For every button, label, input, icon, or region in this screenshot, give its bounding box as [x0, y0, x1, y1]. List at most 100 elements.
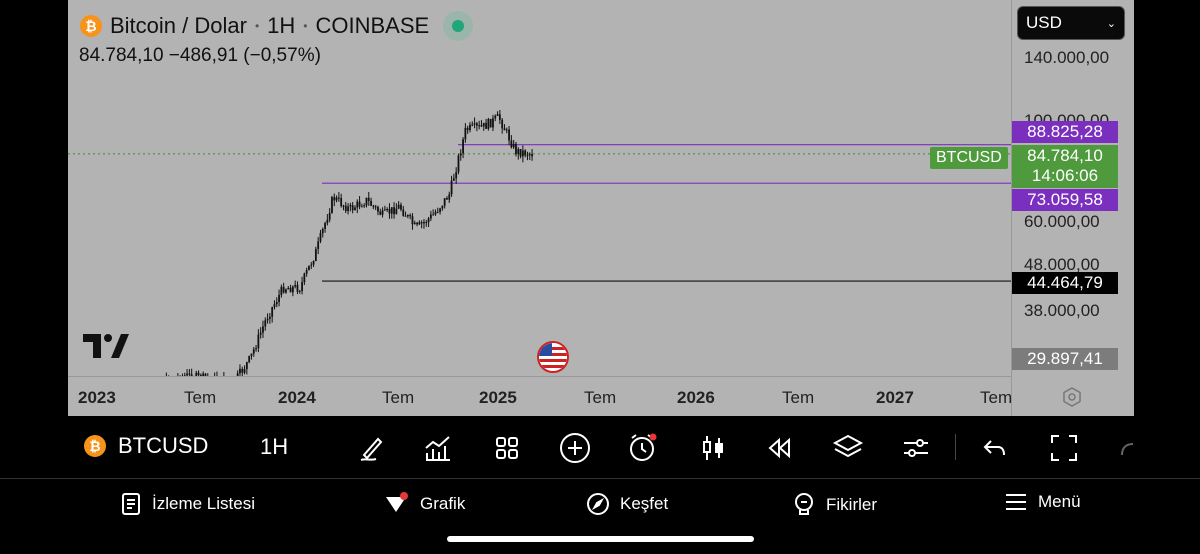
candle-body [268, 316, 271, 319]
candle-body [197, 372, 200, 376]
candle-body [273, 304, 276, 308]
current-price: 84.784,10 [1027, 146, 1103, 165]
candle-body [498, 114, 501, 120]
candle-body [439, 208, 441, 212]
candle-body [517, 149, 520, 155]
add-plus-icon[interactable] [558, 431, 592, 465]
candle-body [326, 219, 329, 224]
us-flag-icon[interactable] [537, 341, 569, 373]
nav-ideas[interactable]: Fikirler [792, 492, 877, 518]
candle-body [475, 123, 478, 126]
market-status-icon[interactable] [443, 11, 474, 41]
candle-body [455, 171, 458, 179]
partial-icon [1121, 443, 1134, 456]
candle-body [255, 348, 257, 350]
time-axis-label: 2025 [479, 388, 517, 407]
current-price-tag: 84.784,10 14:06:06 [1012, 145, 1118, 188]
chart-area[interactable]: ₿ Bitcoin / Dolar • 1H • COINBASE 84.784… [68, 0, 1134, 416]
candle-body [282, 286, 285, 293]
candlestick-plot[interactable] [68, 0, 1011, 376]
toolbar-divider [955, 434, 956, 460]
nav-chart[interactable]: Grafik [382, 492, 465, 516]
undo-icon[interactable] [978, 431, 1012, 465]
nav-watchlist[interactable]: İzleme Listesi [120, 492, 255, 516]
candle-body [285, 289, 287, 293]
candle-body [372, 205, 375, 207]
candle-body [492, 118, 494, 128]
upper-line-price-tag[interactable]: 88.825,28 [1012, 121, 1118, 143]
candle-body [321, 228, 324, 234]
price-axis-label: 38.000,00 [1024, 301, 1100, 320]
indicators-icon[interactable] [421, 431, 455, 465]
candle-body [503, 128, 506, 131]
alert-clock-icon[interactable] [626, 431, 660, 465]
time-axis-label: Tem [184, 388, 217, 407]
candle-body [188, 373, 191, 375]
candle-body [519, 149, 522, 157]
separator-dot: • [254, 19, 260, 33]
candle-body [397, 204, 400, 209]
candle-body [413, 222, 416, 225]
candle-body [448, 194, 451, 200]
lower-line-price-tag[interactable]: 73.059,58 [1012, 189, 1118, 211]
candle-body [480, 125, 483, 127]
nav-menu[interactable]: Menü [1004, 492, 1081, 512]
candle-body [466, 127, 469, 131]
price-axis-label: 60.000,00 [1024, 212, 1100, 231]
candle-body [462, 139, 464, 154]
candle-body [377, 206, 379, 212]
support-line-price-tag[interactable]: 44.464,79 [1012, 272, 1118, 294]
time-axis-label: 2023 [78, 388, 116, 407]
axis-settings-icon[interactable] [1061, 386, 1083, 408]
candle-body [347, 206, 349, 212]
replay-rewind-icon[interactable] [762, 431, 796, 465]
watchlist-icon [122, 493, 140, 515]
time-axis-label: 2027 [876, 388, 914, 407]
settings-sliders-icon[interactable] [899, 431, 933, 465]
candle-body [344, 205, 347, 212]
compass-icon [587, 493, 609, 515]
drawing-tools-icon[interactable] [354, 431, 388, 465]
candle-body [505, 129, 508, 131]
candle-body [420, 222, 423, 224]
fullscreen-icon[interactable] [1047, 431, 1081, 465]
time-axis-label: 2026 [677, 388, 715, 407]
candle-body [370, 200, 372, 206]
interval-button[interactable]: 1H [260, 434, 289, 459]
currency-value: USD [1026, 13, 1062, 32]
nav-explore[interactable]: Keşfet [586, 492, 668, 516]
candles-style-icon[interactable] [696, 431, 730, 465]
layers-icon[interactable] [831, 431, 865, 465]
chart-toolbar: ₿ BTCUSD 1H [68, 416, 1134, 478]
candle-body [400, 204, 402, 210]
candle-body [434, 211, 437, 215]
candle-body [199, 375, 202, 376]
candle-body [259, 332, 262, 335]
time-axis-label: Tem [782, 388, 815, 407]
layout-grid-icon[interactable] [490, 431, 524, 465]
candle-body [202, 373, 205, 376]
candle-body [266, 318, 269, 321]
nav-label: Menü [1038, 492, 1081, 511]
candle-body [296, 284, 299, 292]
time-axis-label: Tem [382, 388, 415, 407]
candle-body [195, 372, 198, 376]
candle-body [308, 265, 310, 271]
candle-body [367, 197, 370, 201]
symbol-search-button[interactable]: ₿ BTCUSD [84, 433, 208, 459]
candle-body [239, 368, 241, 374]
candle-body [395, 208, 398, 215]
bottom-price-tag: 29.897,41 [1012, 348, 1118, 370]
symbol-header[interactable]: ₿ Bitcoin / Dolar • 1H • COINBASE [80, 11, 474, 41]
candle-body [459, 153, 462, 156]
candle-body [190, 374, 193, 376]
candle-body [301, 282, 303, 291]
candle-body [381, 210, 384, 215]
candle-body [487, 118, 490, 129]
candle-body [342, 205, 345, 207]
candle-body [441, 205, 444, 209]
chart-nav-icon [386, 492, 408, 512]
exchange-label: COINBASE [315, 13, 430, 38]
candle-body [333, 197, 336, 201]
currency-select[interactable]: USD ⌄ [1017, 6, 1125, 40]
